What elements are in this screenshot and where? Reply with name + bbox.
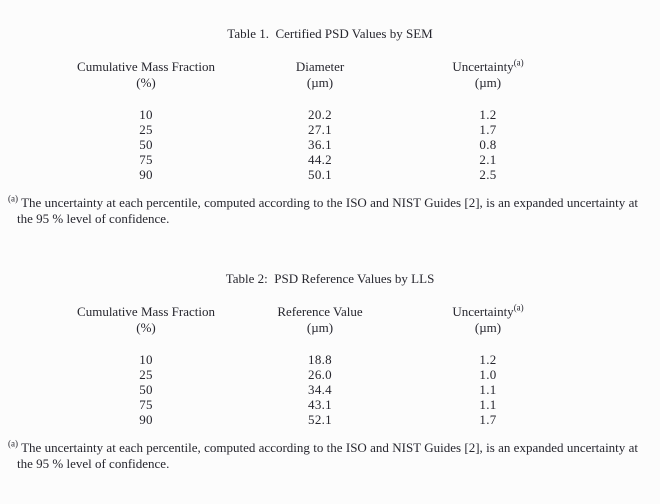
footnote-text: The uncertainty at each percentile, comp… — [17, 440, 638, 471]
cell-percentile: 75 — [139, 152, 153, 167]
column-label: Uncertainty — [452, 59, 514, 74]
footnote-marker: (a) — [8, 193, 18, 204]
column-label: Uncertainty — [452, 304, 514, 319]
table-row: 75 43.1 1.1 — [40, 397, 588, 412]
table1-section: Table 1. Certified PSD Values by SEM Cum… — [0, 26, 660, 226]
column-unit: (µm) — [474, 75, 502, 90]
cell-value: 27.1 — [308, 122, 332, 137]
cell-percentile: 10 — [139, 107, 153, 122]
column-unit: (µm) — [474, 320, 502, 335]
cell-percentile: 25 — [139, 122, 153, 137]
table1-footnote: (a) The uncertainty at each percentile, … — [8, 193, 638, 226]
cell-uncertainty: 1.7 — [479, 412, 497, 427]
table-row: 50 36.1 0.8 — [40, 137, 588, 152]
cell-value: 26.0 — [308, 367, 332, 382]
column-label: Reference Value — [277, 304, 363, 319]
table2-footnote: (a) The uncertainty at each percentile, … — [8, 438, 638, 471]
cell-uncertainty: 2.5 — [479, 167, 497, 182]
column-unit: (µm) — [306, 75, 334, 90]
table-row: 25 26.0 1.0 — [40, 367, 588, 382]
cell-value: 36.1 — [308, 137, 332, 152]
table-row: 75 44.2 2.1 — [40, 152, 588, 167]
column-label: Diameter — [295, 59, 345, 74]
column-label: Cumulative Mass Fraction — [77, 59, 215, 74]
cell-value: 20.2 — [308, 107, 332, 122]
table2-section: Table 2: PSD Reference Values by LLS Cum… — [0, 271, 660, 471]
footnote-text: The uncertainty at each percentile, comp… — [17, 195, 638, 226]
table-row: 50 34.4 1.1 — [40, 382, 588, 397]
column-unit: (µm) — [306, 320, 334, 335]
cell-uncertainty: 1.2 — [479, 352, 497, 367]
cell-percentile: 50 — [139, 137, 153, 152]
table1-col-cumulative-mass-fraction: Cumulative Mass Fraction (%) — [40, 59, 252, 107]
table-row: 90 50.1 2.5 — [40, 167, 588, 182]
cell-value: 18.8 — [308, 352, 332, 367]
cell-percentile: 90 — [139, 412, 153, 427]
table2-col-reference-value: Reference Value (µm) — [252, 304, 388, 352]
table2-col-uncertainty: Uncertainty(a) (µm) — [388, 302, 588, 352]
cell-value: 44.2 — [308, 152, 332, 167]
table2-title: Table 2: PSD Reference Values by LLS — [225, 271, 435, 286]
cell-percentile: 75 — [139, 397, 153, 412]
table1-title: Table 1. Certified PSD Values by SEM — [227, 26, 433, 41]
table1: Cumulative Mass Fraction (%) Diameter (µ… — [40, 57, 588, 182]
cell-value: 52.1 — [308, 412, 332, 427]
cell-uncertainty: 1.1 — [479, 397, 497, 412]
cell-uncertainty: 1.2 — [479, 107, 497, 122]
cell-percentile: 25 — [139, 367, 153, 382]
footnote-marker: (a) — [8, 438, 18, 449]
cell-uncertainty: 0.8 — [479, 137, 497, 152]
cell-uncertainty: 1.1 — [479, 382, 497, 397]
table1-col-diameter: Diameter (µm) — [252, 59, 388, 107]
column-unit: (%) — [136, 320, 156, 335]
table2-col-cumulative-mass-fraction: Cumulative Mass Fraction (%) — [40, 304, 252, 352]
table1-header-row: Cumulative Mass Fraction (%) Diameter (µ… — [40, 57, 588, 107]
cell-value: 50.1 — [308, 167, 332, 182]
table-row: 10 18.8 1.2 — [40, 352, 588, 367]
table-row: 90 52.1 1.7 — [40, 412, 588, 427]
table2-header-row: Cumulative Mass Fraction (%) Reference V… — [40, 302, 588, 352]
column-label: Cumulative Mass Fraction — [77, 304, 215, 319]
cell-percentile: 10 — [139, 352, 153, 367]
cell-percentile: 50 — [139, 382, 153, 397]
table2: Cumulative Mass Fraction (%) Reference V… — [40, 302, 588, 427]
footnote-ref: (a) — [513, 302, 524, 313]
table1-col-uncertainty: Uncertainty(a) (µm) — [388, 57, 588, 107]
table-row: 10 20.2 1.2 — [40, 107, 588, 122]
cell-value: 34.4 — [308, 382, 332, 397]
cell-uncertainty: 1.7 — [479, 122, 497, 137]
cell-value: 43.1 — [308, 397, 332, 412]
cell-uncertainty: 2.1 — [479, 152, 497, 167]
table-row: 25 27.1 1.7 — [40, 122, 588, 137]
cell-percentile: 90 — [139, 167, 153, 182]
column-unit: (%) — [136, 75, 156, 90]
footnote-ref: (a) — [513, 57, 524, 68]
cell-uncertainty: 1.0 — [479, 367, 497, 382]
